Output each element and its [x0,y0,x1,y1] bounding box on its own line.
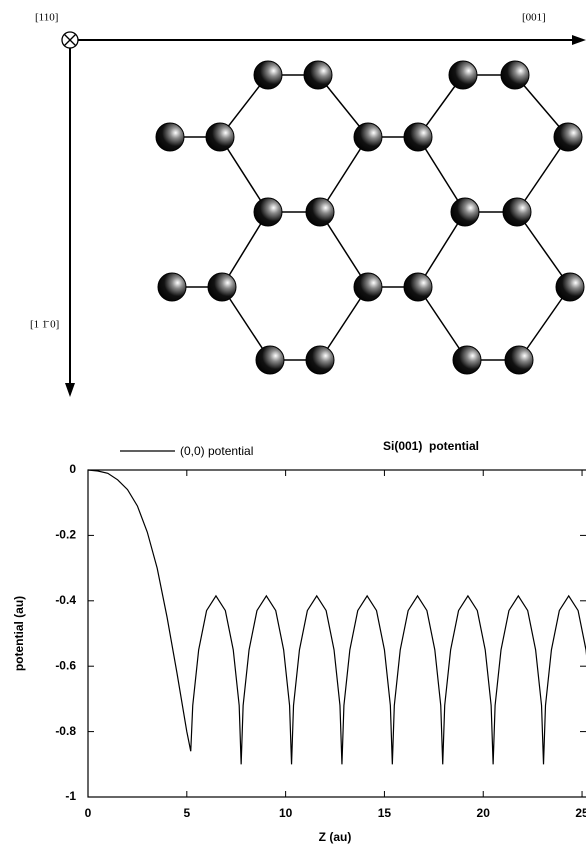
y-tick-label: -0.6 [55,658,76,672]
atom [452,345,482,375]
atom [353,272,383,302]
x-tick-label: 15 [378,806,392,820]
atom [553,122,583,152]
bond [319,136,369,213]
bond [417,136,466,213]
atoms [155,60,585,375]
bond [516,211,571,288]
atom [450,197,480,227]
axis-label: [001] [522,12,546,24]
atom [403,272,433,302]
bond [319,286,369,361]
arrow-head [65,383,75,397]
atom [500,60,530,90]
atom [253,197,283,227]
chart: 0 5 10 15 20 25 0 -0.2 -0.4 -0.6 -0.8 -1 (0,0) poten… [12,439,586,844]
atom [303,60,333,90]
normal-axis-symbol [63,33,77,47]
x-tick-label: 5 [183,806,190,820]
x-tick-label: 25 [575,806,586,820]
y-tick-label: -1 [65,789,76,803]
atom [504,345,534,375]
data-line [88,469,586,765]
bond [221,211,269,288]
legend-label: (0,0) potential [180,444,253,458]
plot-frame [87,469,586,798]
atom [155,122,185,152]
bond [417,286,468,361]
atom [353,122,383,152]
x-tick-label: 10 [279,806,293,820]
atom [205,122,235,152]
arrow-head [572,35,586,45]
y-tick-label: -0.2 [55,528,76,542]
axis-label: [110] [35,12,58,24]
bond [221,286,271,361]
atom [502,197,532,227]
atom [255,345,285,375]
atom [157,272,187,302]
x-tick-label: 0 [85,806,92,820]
bond [219,136,269,213]
chart-title: Si(001) potential [383,439,479,453]
x-tick-label: 20 [477,806,491,820]
atom [305,345,335,375]
bond [516,136,569,213]
y-tick-label: -0.8 [55,724,76,738]
atom [403,122,433,152]
atom [448,60,478,90]
axis-label: [1 1̄ 0] [30,319,59,331]
x-axis-label: Z (au) [319,830,352,844]
bond [518,286,571,361]
lattice-diagram: [110] [001] [1 1̄ 0] [30,12,586,397]
y-axis-label: potential (au) [12,596,26,671]
atom [207,272,237,302]
bond [417,211,466,288]
y-tick-label: -0.4 [55,593,76,607]
atom [253,60,283,90]
atom [555,272,585,302]
bond [319,211,369,288]
y-tick-label: 0 [69,462,76,476]
atom [305,197,335,227]
